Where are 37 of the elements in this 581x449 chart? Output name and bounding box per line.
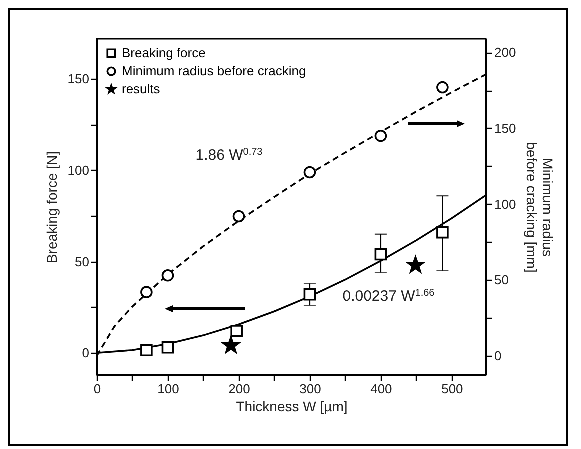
y2-tick-label: 150 bbox=[494, 121, 516, 136]
point bbox=[304, 288, 316, 301]
x-tick-label: 300 bbox=[300, 382, 322, 396]
point bbox=[304, 166, 316, 179]
y2-tick-label: 100 bbox=[494, 196, 516, 212]
point bbox=[436, 81, 449, 94]
y-tick-label: 150 bbox=[68, 72, 90, 87]
point bbox=[407, 256, 424, 273]
point bbox=[140, 344, 153, 356]
point bbox=[162, 341, 174, 354]
y-tick-label: 100 bbox=[68, 162, 90, 178]
point bbox=[374, 130, 388, 142]
x-tick-label: 0 bbox=[94, 382, 102, 396]
x-tick-label: 500 bbox=[442, 382, 464, 396]
annotation: 0.00237 W$^{1.66}$ bbox=[342, 288, 436, 306]
point bbox=[230, 325, 243, 338]
y-tick-label: 50 bbox=[75, 254, 90, 270]
point bbox=[436, 226, 449, 239]
point bbox=[232, 210, 246, 223]
y-axis-title: Breaking force [N] bbox=[44, 151, 60, 264]
y2-tick-label: 50 bbox=[494, 272, 509, 288]
y2-tick-label: 0 bbox=[494, 348, 502, 364]
point bbox=[222, 336, 240, 354]
point bbox=[140, 286, 153, 298]
y-tick-label: 0 bbox=[82, 346, 90, 361]
legend-label: Breaking force bbox=[122, 46, 206, 60]
legend-label: results bbox=[122, 82, 161, 96]
y2-tick-label: 200 bbox=[494, 45, 516, 60]
x-tick-label: 200 bbox=[228, 382, 250, 396]
x-tick-label: 100 bbox=[158, 382, 180, 396]
annotation: 1.86 W$^{0.73}$ bbox=[196, 146, 264, 164]
x-axis-title: Thickness W [µm] bbox=[236, 398, 348, 414]
point bbox=[374, 248, 388, 261]
point bbox=[162, 270, 174, 282]
x-tick-label: 400 bbox=[370, 382, 392, 396]
y2-axis-title: Minimum radius before cracking [mm] bbox=[524, 142, 556, 273]
legend-label: Minimum radius before cracking bbox=[122, 64, 306, 78]
